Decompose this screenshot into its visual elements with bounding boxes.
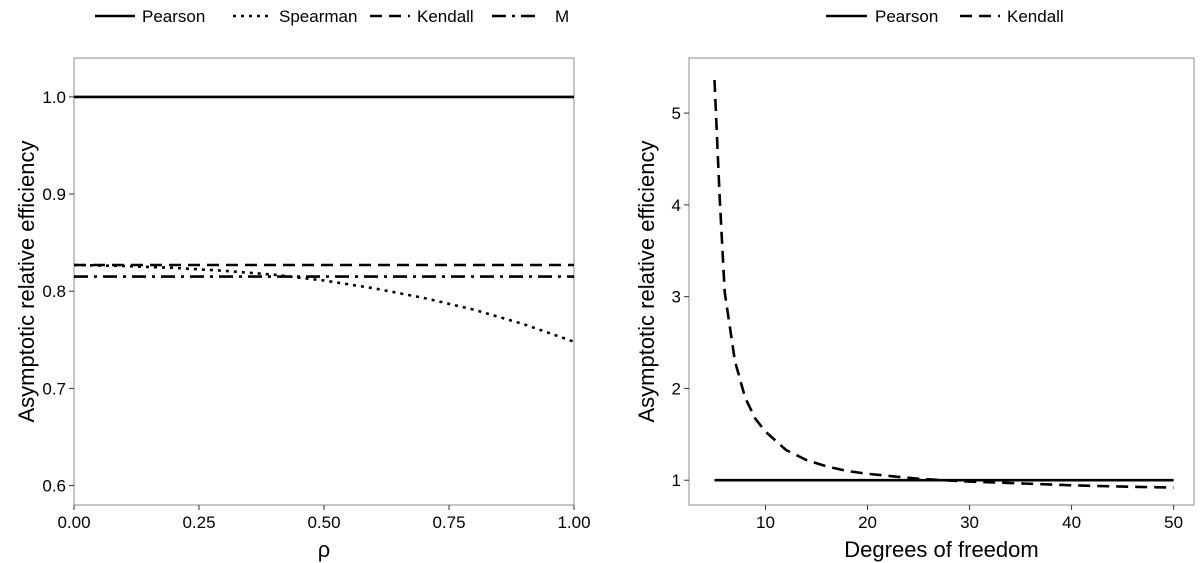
y-axis-title: Asymptotic relative efficiency: [14, 140, 39, 422]
x-tick-label: 0.75: [432, 513, 465, 532]
x-tick-label: 0.00: [57, 513, 90, 532]
plot-frame: [688, 57, 1195, 506]
right-chart-panel: 10 20 30 40 50 1 2 3 4 5 Degrees of freedom Asympto…: [634, 7, 1195, 562]
y-tick-label: 3: [672, 288, 681, 307]
y-tick-label: 5: [672, 104, 681, 123]
x-tick-label: 1.00: [557, 513, 590, 532]
x-tick-label: 0.50: [307, 513, 340, 532]
x-tick-label: 0.25: [182, 513, 215, 532]
x-axis-title: Degrees of freedom: [844, 537, 1038, 562]
left-chart-panel: 0.00 0.25 0.50 0.75 1.00 0.6 0.7 0.8 0.9 1.0 ρ Asym…: [14, 7, 591, 562]
x-tick-label: 30: [960, 513, 979, 532]
series-line-spearman: [73, 263, 575, 343]
legend-label-kendall: Kendall: [1007, 7, 1064, 26]
legend-label-m: M: [555, 7, 569, 26]
series-line-kendall: [713, 79, 1174, 489]
y-tick-label: 0.9: [42, 185, 66, 204]
y-tick-label: 1: [672, 471, 681, 490]
y-tick-label: 2: [672, 379, 681, 398]
x-tick-label: 10: [756, 513, 775, 532]
x-tick-label: 50: [1164, 513, 1183, 532]
y-tick-label: 4: [672, 196, 681, 215]
y-axis-title: Asymptotic relative efficiency: [634, 140, 659, 422]
y-tick-label: 0.6: [42, 477, 66, 496]
x-axis-title: ρ: [318, 537, 331, 562]
legend-label-spearman: Spearman: [279, 7, 357, 26]
legend-label-kendall: Kendall: [417, 7, 474, 26]
legend-label-pearson: Pearson: [142, 7, 205, 26]
y-tick-label: 0.7: [42, 379, 66, 398]
y-tick-label: 1.0: [42, 88, 66, 107]
y-tick-label: 0.8: [42, 282, 66, 301]
legend-label-pearson: Pearson: [875, 7, 938, 26]
x-tick-label: 20: [858, 513, 877, 532]
x-tick-label: 40: [1062, 513, 1081, 532]
